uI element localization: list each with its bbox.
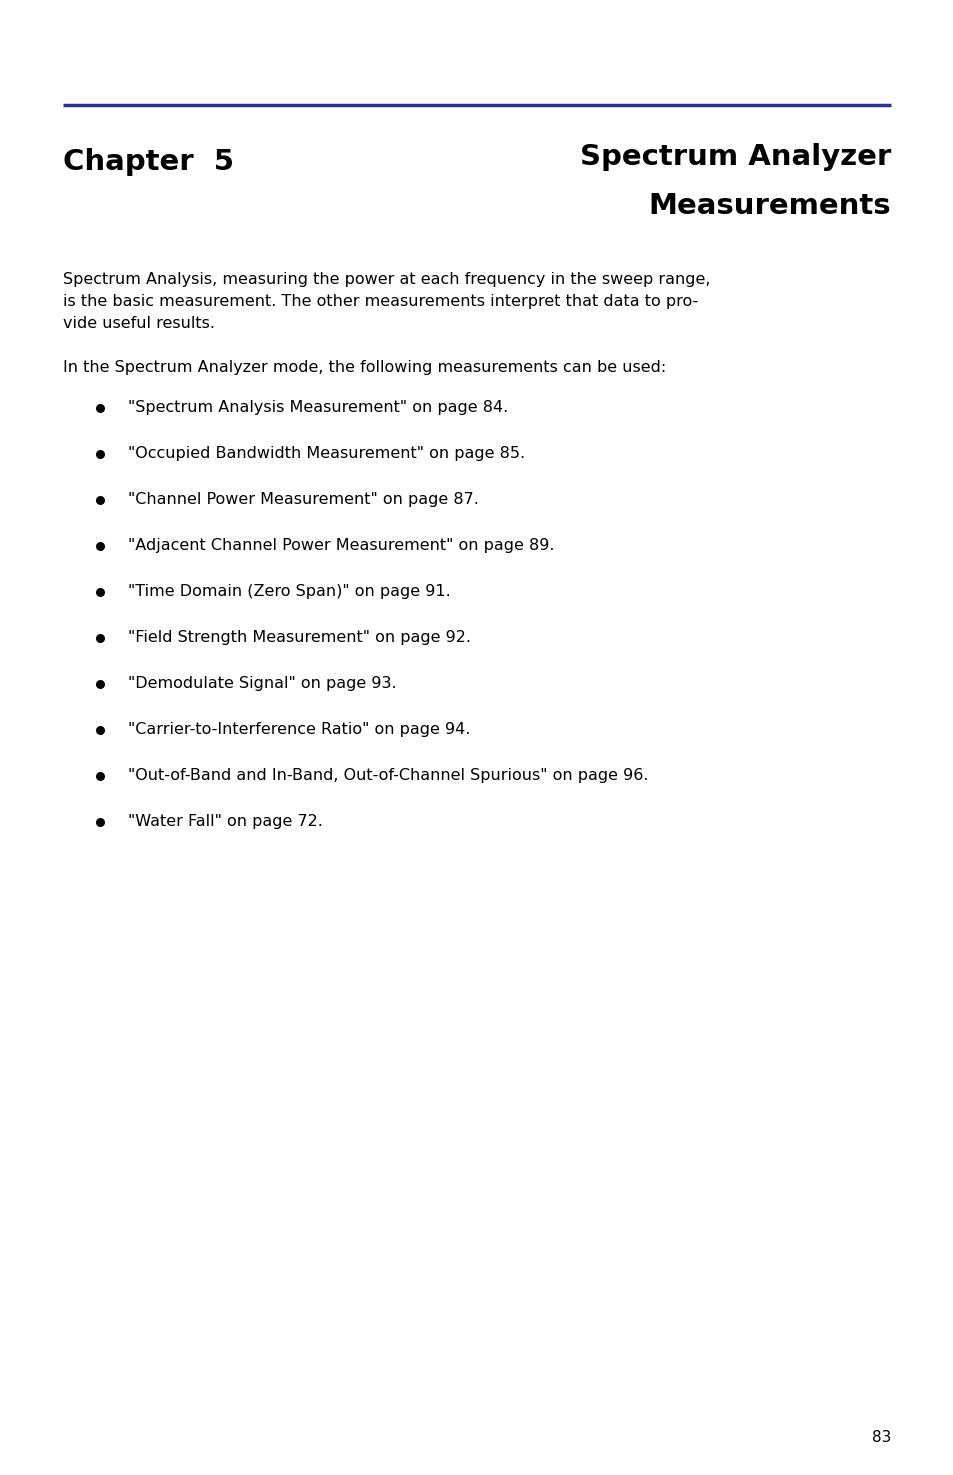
Text: "Time Domain (Zero Span)" on page 91.: "Time Domain (Zero Span)" on page 91. bbox=[128, 584, 450, 599]
Text: Spectrum Analysis, measuring the power at each frequency in the sweep range,: Spectrum Analysis, measuring the power a… bbox=[63, 271, 710, 288]
Text: "Field Strength Measurement" on page 92.: "Field Strength Measurement" on page 92. bbox=[128, 630, 471, 645]
Text: is the basic measurement. The other measurements interpret that data to pro-: is the basic measurement. The other meas… bbox=[63, 294, 698, 308]
Text: Spectrum Analyzer: Spectrum Analyzer bbox=[579, 143, 890, 171]
Text: Chapter  5: Chapter 5 bbox=[63, 148, 233, 176]
Text: "Demodulate Signal" on page 93.: "Demodulate Signal" on page 93. bbox=[128, 676, 396, 690]
Text: In the Spectrum Analyzer mode, the following measurements can be used:: In the Spectrum Analyzer mode, the follo… bbox=[63, 360, 665, 375]
Text: "Spectrum Analysis Measurement" on page 84.: "Spectrum Analysis Measurement" on page … bbox=[128, 400, 508, 414]
Text: "Adjacent Channel Power Measurement" on page 89.: "Adjacent Channel Power Measurement" on … bbox=[128, 538, 554, 553]
Text: vide useful results.: vide useful results. bbox=[63, 316, 214, 330]
Text: Measurements: Measurements bbox=[648, 192, 890, 220]
Text: "Out-of-Band and In-Band, Out-of-Channel Spurious" on page 96.: "Out-of-Band and In-Band, Out-of-Channel… bbox=[128, 768, 648, 783]
Text: "Occupied Bandwidth Measurement" on page 85.: "Occupied Bandwidth Measurement" on page… bbox=[128, 445, 524, 462]
Text: "Carrier-to-Interference Ratio" on page 94.: "Carrier-to-Interference Ratio" on page … bbox=[128, 721, 470, 738]
Text: "Channel Power Measurement" on page 87.: "Channel Power Measurement" on page 87. bbox=[128, 493, 478, 507]
Text: "Water Fall" on page 72.: "Water Fall" on page 72. bbox=[128, 814, 322, 829]
Text: 83: 83 bbox=[871, 1429, 890, 1445]
